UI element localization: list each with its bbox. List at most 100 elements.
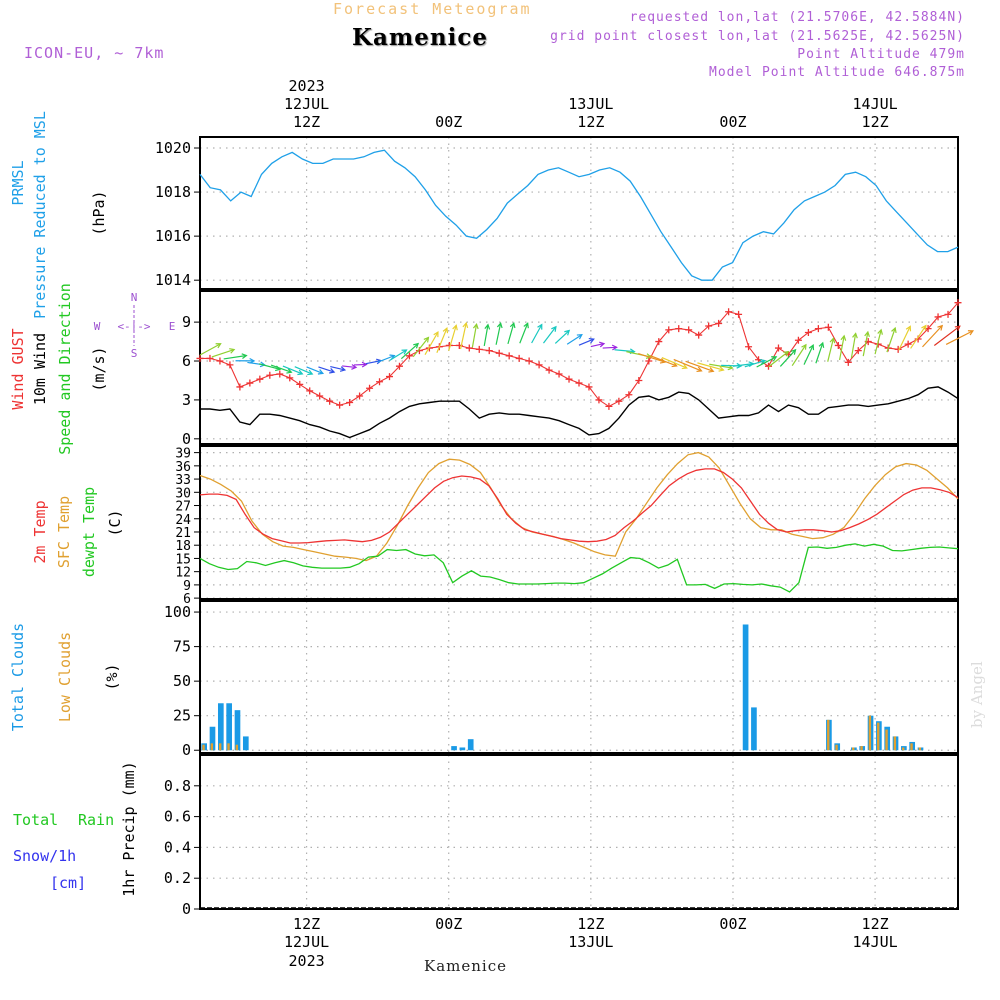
wind-gust-marker	[735, 310, 743, 318]
wind-arrow	[862, 331, 869, 357]
wind-gust-marker	[595, 396, 603, 404]
wind-gust-marker	[206, 354, 214, 362]
wind-gust-marker	[944, 310, 952, 318]
wind-arrowhead	[433, 331, 439, 338]
wind-arrowhead	[599, 341, 606, 348]
wind-arrowhead	[484, 323, 491, 330]
wind-arrowhead	[462, 321, 469, 329]
wind-arrow	[709, 363, 733, 369]
temperature-tick-label: 27	[175, 500, 191, 515]
wind-arrowhead	[472, 322, 479, 330]
wind-arrowhead	[864, 330, 870, 337]
low-clouds-label: Low Clouds	[56, 632, 74, 722]
wind-arrowhead	[718, 366, 725, 372]
wind-arrowhead	[442, 327, 449, 334]
bottom-date-label: 13JUL	[568, 933, 613, 951]
wind-arrow	[838, 335, 845, 361]
wind-arrowhead	[852, 332, 858, 339]
wind-arrowhead	[413, 342, 420, 349]
wind-gust-marker	[306, 387, 314, 395]
wind-gust-marker	[246, 379, 254, 387]
clouds-tick-label: 25	[173, 707, 191, 725]
wind-arrowhead	[286, 368, 293, 374]
low-cloud-bar	[918, 747, 922, 751]
compass-n: N	[131, 291, 138, 304]
dewpt-line	[199, 543, 959, 593]
precip-panel: 0 0.2 0.4 0.6 0.8	[164, 754, 959, 918]
compass-e: E	[169, 320, 176, 333]
wind-gust-marker	[685, 326, 693, 334]
wind-gust-marker	[585, 383, 593, 391]
prmsl-line	[199, 149, 959, 281]
wind-arrowhead	[297, 369, 304, 376]
wind-arrow	[436, 327, 448, 353]
low-cloud-bar	[885, 729, 888, 751]
wind-gust-marker	[834, 341, 842, 349]
wind-arrow	[649, 355, 677, 367]
wind-arrow	[874, 329, 882, 355]
wind-arrowhead	[576, 334, 583, 340]
wind-arrow	[590, 343, 605, 348]
wind-gust-marker	[695, 331, 703, 339]
temperature-tick-label: 9	[183, 579, 191, 594]
wind-arrow	[259, 363, 281, 370]
wind-gust-marker	[625, 391, 633, 399]
wind-10m-line	[200, 386, 959, 439]
wind-gust-markers	[196, 299, 962, 410]
wind-arrowhead	[317, 369, 325, 375]
dewpt-label: dewpt Temp	[80, 487, 98, 577]
wind-gust-marker	[286, 374, 294, 382]
low-cloud-bar	[877, 722, 880, 751]
top-time-tick: 00Z	[435, 113, 462, 131]
wind-arrow	[768, 351, 789, 368]
wind-arrowhead	[215, 343, 222, 349]
wind-gust-marker	[705, 322, 713, 330]
clouds-unit: (%)	[103, 663, 121, 690]
top-time-tick: 12Z	[577, 113, 604, 131]
wind-gust-marker	[525, 357, 533, 365]
sfc-temp-line	[199, 451, 959, 562]
wind-arrow	[922, 325, 943, 348]
point-altitude: Point Altitude 479m	[797, 47, 965, 62]
wind-arrow	[459, 322, 467, 350]
bottom-date-label: 14JUL	[853, 933, 898, 951]
low-cloud-bar	[868, 715, 872, 751]
low-cloud-bar	[852, 747, 855, 751]
total-cloud-bar	[467, 739, 474, 751]
wind-arrow	[412, 337, 429, 358]
top-year-label: 2023	[289, 77, 325, 95]
wind-arrowhead	[351, 364, 358, 370]
clouds-tick-label: 75	[173, 638, 191, 656]
wind-gust-marker	[535, 361, 543, 369]
wind-gust-marker	[725, 308, 733, 316]
wind-arrow	[424, 331, 439, 355]
wind-arrowhead	[452, 324, 458, 331]
bottom-date-label: 12JUL	[284, 933, 329, 951]
wind-gust-marker	[256, 375, 264, 383]
low-cloud-bar	[227, 743, 230, 751]
total-cloud-bar	[451, 746, 457, 751]
pressure-frame	[199, 136, 959, 290]
wind-gust-marker	[904, 340, 912, 348]
footer-location: Kamenice	[424, 957, 507, 975]
total-cloud-bar	[742, 624, 749, 751]
low-cloud-bar	[910, 743, 913, 751]
top-time-tick: 12Z	[862, 113, 889, 131]
bottom-time-tick: 12Z	[577, 915, 604, 933]
total-rain-label-2: Rain	[78, 811, 114, 829]
wind-gust-marker	[495, 349, 503, 357]
wind-arrowhead	[401, 349, 408, 355]
wind-arrowhead	[818, 341, 825, 348]
wind-10m-label: 10m Wind	[31, 333, 49, 405]
wind-arrow	[211, 349, 235, 358]
wind-gust-marker	[555, 370, 563, 378]
wind-tick-label: 9	[182, 313, 191, 331]
wind-gust-marker	[485, 347, 493, 355]
wind-arrowhead	[937, 324, 944, 331]
wind-gust-marker	[774, 344, 782, 352]
precip-tick-label: 0.2	[164, 869, 191, 887]
low-cloud-bar	[835, 744, 838, 751]
wind-gust-marker	[665, 326, 673, 334]
